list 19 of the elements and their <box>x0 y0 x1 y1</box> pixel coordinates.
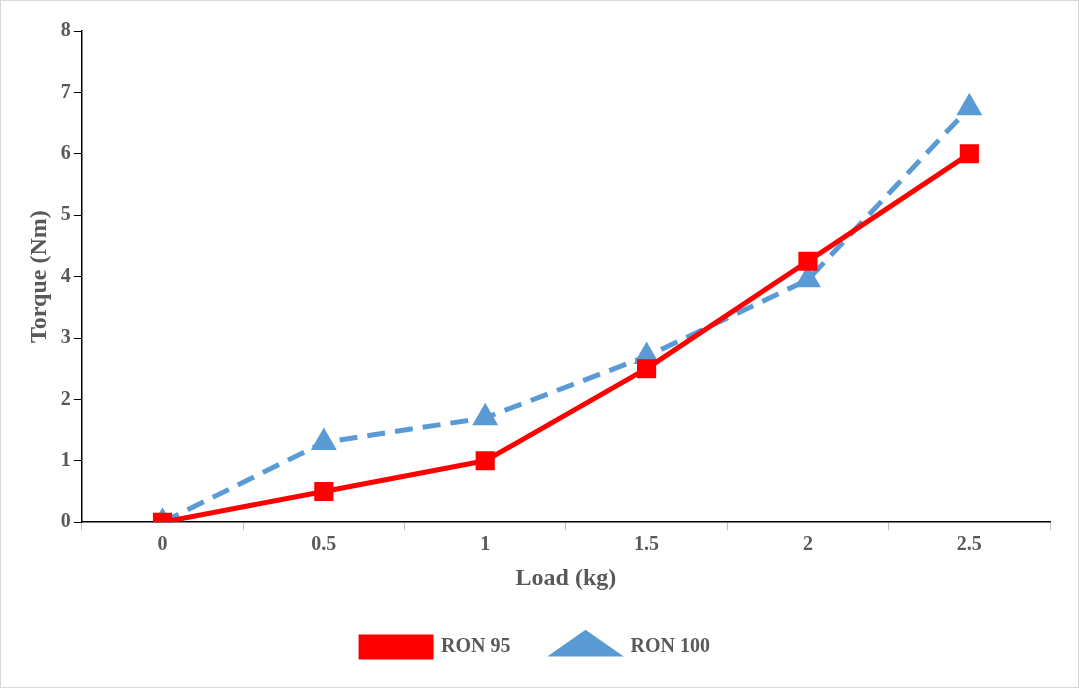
x-tick-label: 2.5 <box>956 532 982 555</box>
y-tick-label: 0 <box>60 509 71 532</box>
x-axis-title: Load (kg) <box>515 563 617 590</box>
x-tick-label: 1 <box>480 532 491 555</box>
y-tick-label: 6 <box>60 140 71 163</box>
y-tick-label: 7 <box>60 79 71 102</box>
x-tick-label: 0 <box>157 532 168 555</box>
x-tick-label: 0.5 <box>311 532 337 555</box>
y-tick-label: 5 <box>60 202 71 225</box>
y-tick-label: 8 <box>60 18 71 41</box>
y-tick-label: 3 <box>60 325 71 348</box>
x-tick-label: 1.5 <box>634 532 660 555</box>
y-tick-label: 1 <box>60 447 71 470</box>
legend-label: RON 95 <box>441 634 511 657</box>
y-tick-label: 2 <box>60 386 71 409</box>
y-axis-title: Torque (Nm) <box>24 210 51 343</box>
x-tick-label: 2 <box>802 532 813 555</box>
y-tick-label: 4 <box>60 263 71 286</box>
legend-label: RON 100 <box>630 634 710 657</box>
